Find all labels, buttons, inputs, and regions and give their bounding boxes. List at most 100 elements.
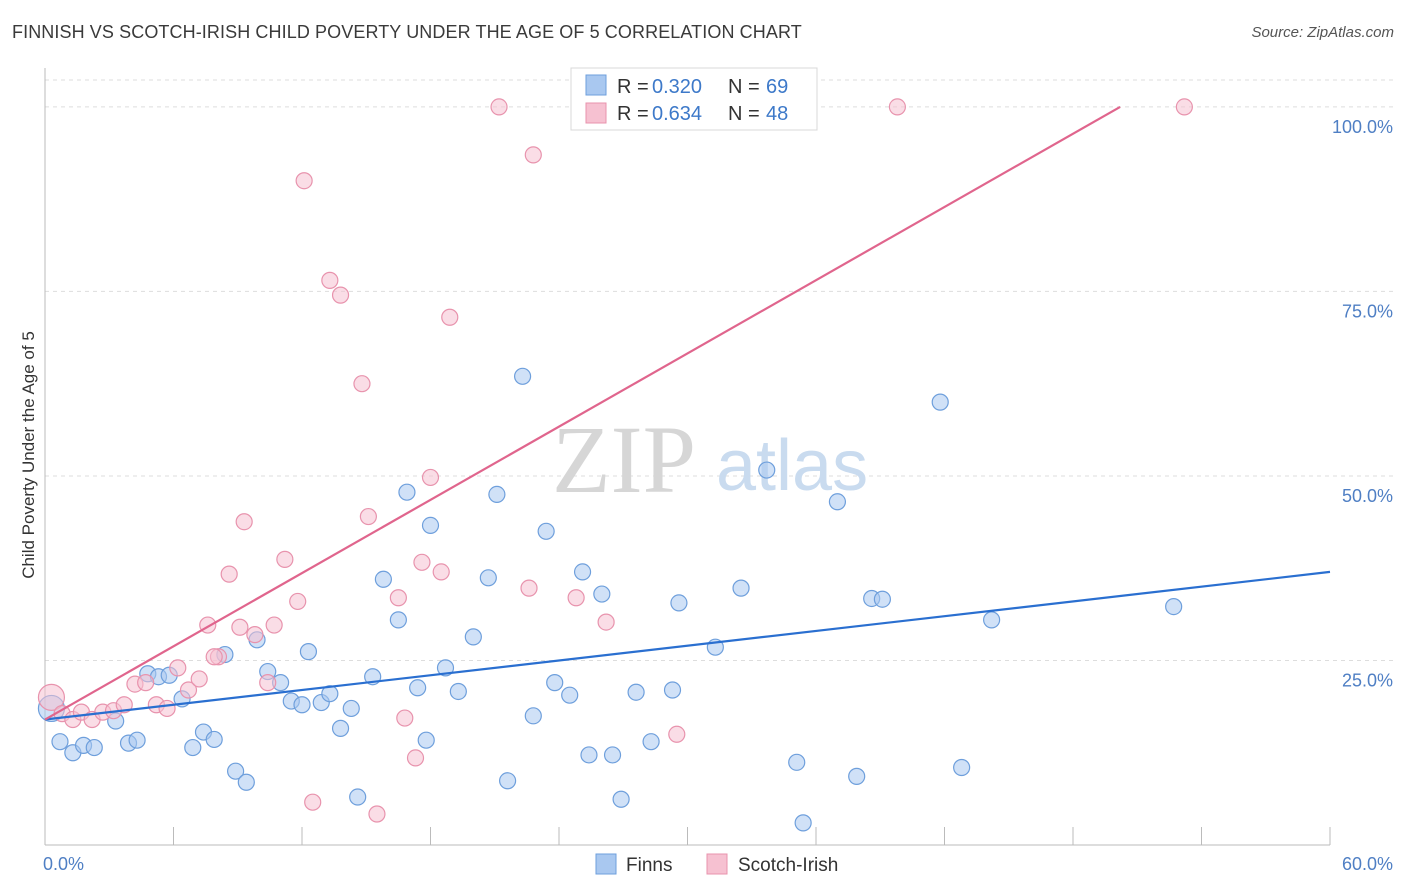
point-scotch-irish [205, 648, 223, 666]
grid-lines [45, 79, 1395, 661]
point-finns [342, 699, 360, 718]
point-scotch-irish [368, 805, 386, 823]
point-finns [603, 746, 622, 764]
point-scotch-irish [389, 589, 407, 607]
point-finns [464, 628, 482, 646]
point-finns [349, 788, 367, 806]
x-tick-label-max: 60.0% [1342, 854, 1393, 874]
point-finns [421, 516, 440, 535]
point-scotch-irish [359, 507, 377, 526]
point-scotch-irish [265, 616, 283, 634]
point-finns [205, 730, 223, 749]
point-finns [51, 733, 69, 751]
point-scotch-irish [295, 172, 313, 190]
point-finns [670, 594, 688, 612]
point-finns [449, 682, 467, 701]
point-finns [848, 767, 866, 785]
point-finns [953, 758, 971, 777]
point-finns [299, 643, 318, 661]
point-scotch-irish [668, 725, 686, 743]
point-scotch-irish [441, 308, 459, 326]
legend-n-value-finns: 69 [766, 76, 788, 98]
point-scotch-irish [158, 699, 176, 718]
point-scotch-irish [231, 618, 249, 636]
y-tick-label: 50.0% [1342, 486, 1393, 506]
point-finns [593, 585, 611, 603]
source-label: Source: ZipAtlas.com [1251, 24, 1394, 41]
data-points [37, 98, 1193, 832]
point-finns [627, 683, 645, 701]
legend-r-label-finns: R = [617, 76, 649, 98]
y-axis-label: Child Poverty Under the Age of 5 [19, 331, 38, 579]
point-finns [873, 590, 891, 608]
point-finns [663, 681, 682, 699]
point-finns [479, 569, 497, 587]
legend-n-value-scotch-irish: 48 [766, 103, 788, 125]
point-finns [409, 679, 427, 697]
x-tick-labels: 0.0% 60.0% [43, 854, 1393, 874]
y-tick-label: 75.0% [1342, 301, 1393, 321]
axes [44, 68, 1331, 846]
y-tick-label: 100.0% [1332, 117, 1393, 137]
point-finns [389, 611, 407, 629]
point-scotch-irish [190, 670, 208, 688]
point-scotch-irish [235, 513, 253, 531]
point-finns [417, 731, 435, 749]
point-finns [398, 483, 416, 501]
point-scotch-irish [304, 793, 322, 811]
bottom-legend-swatch-finns [595, 853, 617, 875]
point-finns [580, 746, 598, 764]
bottom-legend-swatch-scotch-irish [706, 853, 728, 875]
bottom-legend-label-finns: Finns [626, 855, 672, 876]
point-scotch-irish [246, 626, 264, 644]
y-tick-label: 25.0% [1342, 670, 1393, 690]
point-finns [513, 367, 532, 385]
point-scotch-irish [888, 98, 906, 116]
point-finns [237, 773, 255, 791]
point-scotch-irish [1175, 98, 1193, 116]
point-scotch-irish [432, 563, 450, 581]
point-scotch-irish [406, 749, 425, 767]
legend-r-value-scotch-irish: 0.634 [652, 103, 702, 125]
point-scotch-irish [37, 683, 66, 711]
point-finns [561, 686, 579, 704]
point-scotch-irish [220, 565, 238, 583]
legend: R = 0.320 N = 69 R = 0.634 N = 48 [570, 67, 818, 131]
point-finns [184, 738, 202, 757]
point-finns [983, 611, 1001, 629]
legend-swatch-finns [585, 74, 607, 96]
point-finns [128, 731, 146, 749]
point-finns [1165, 597, 1183, 616]
watermark-zip: ZIP [552, 406, 696, 513]
trend-line-finns [44, 570, 1331, 721]
point-scotch-irish [331, 286, 350, 304]
point-scotch-irish [421, 468, 440, 487]
point-scotch-irish [179, 681, 198, 699]
point-finns [931, 393, 949, 411]
point-finns [642, 733, 660, 751]
point-finns [573, 563, 592, 581]
point-finns [321, 685, 339, 703]
x-tick-label-min: 0.0% [43, 854, 84, 874]
chart-title: FINNISH VS SCOTCH-IRISH CHILD POVERTY UN… [12, 22, 802, 42]
point-scotch-irish [520, 579, 538, 597]
point-finns [828, 493, 847, 511]
point-finns [227, 762, 245, 780]
point-scotch-irish [289, 592, 307, 611]
point-scotch-irish [567, 589, 585, 607]
point-scotch-irish [321, 271, 339, 289]
point-scotch-irish [169, 659, 187, 677]
watermark: ZIP atlas [552, 406, 868, 513]
legend-box [570, 67, 818, 131]
bottom-legend: Finns Scotch-Irish [595, 853, 838, 876]
legend-n-label-scotch-irish: N = [728, 103, 760, 125]
point-finns [794, 814, 812, 832]
point-scotch-irish [597, 613, 615, 631]
point-finns [436, 659, 455, 677]
point-finns [488, 485, 506, 504]
point-finns [374, 570, 392, 588]
trend-line-scotch-irish [44, 105, 1121, 721]
point-finns [788, 753, 806, 771]
y-tick-labels: 25.0% 50.0% 75.0% 100.0% [1332, 117, 1393, 691]
